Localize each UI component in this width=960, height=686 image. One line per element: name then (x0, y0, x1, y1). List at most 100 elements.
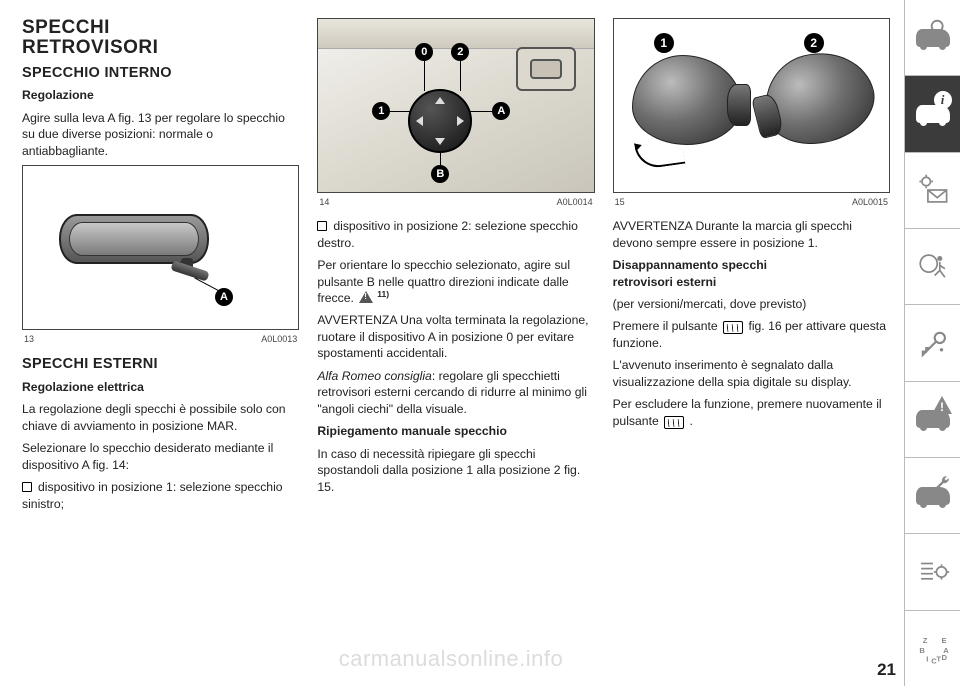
para-per-versioni: (per versioni/mercati, dove previsto) (613, 296, 890, 312)
info-car-icon: i (916, 105, 950, 123)
arrow-right-icon (457, 116, 464, 126)
manual-page: SPECCHI RETROVISORI SPECCHIO INTERNO Reg… (0, 0, 960, 686)
section-title: SPECCHI RETROVISORI (22, 18, 299, 58)
title-line1: SPECCHI (22, 17, 110, 38)
fig-code: A0L0013 (261, 333, 297, 345)
page-number: 21 (877, 660, 896, 680)
exterior-mirror-pos2 (754, 41, 883, 155)
subsection-specchi-esterni: SPECCHI ESTERNI (22, 355, 299, 375)
para-ripiegamento: In caso di necessità ripiegare gli specc… (317, 446, 594, 495)
escludere-a: Per escludere la funzione, premere nuova… (613, 397, 882, 427)
figure-14: 0 2 1 A B (317, 18, 594, 193)
callout-2: 2 (451, 43, 469, 61)
lead-1 (388, 111, 410, 112)
label-ripiegamento: Ripiegamento manuale specchio (317, 423, 594, 439)
checkbox-bullet-icon (317, 221, 327, 231)
defrost-icon (664, 416, 684, 429)
defrost-icon (723, 321, 743, 334)
mirror-knob (408, 89, 472, 153)
callout-B: B (431, 165, 449, 183)
label-regolazione-elettrica: Regolazione elettrica (22, 379, 299, 395)
svg-text:B: B (919, 646, 925, 655)
escludere-b: . (690, 414, 693, 428)
key-start-icon (916, 326, 950, 360)
tab-index[interactable]: ZE BA ICTD (905, 611, 960, 686)
callout-0: 0 (415, 43, 433, 61)
para-alfa-tip: Alfa Romeo consiglia: regolare gli specc… (317, 368, 594, 417)
tab-maintenance[interactable] (905, 458, 960, 534)
index-icon: ZE BA ICTD (916, 631, 950, 665)
figure-13: A (22, 165, 299, 330)
title-line2: RETROVISORI (22, 37, 158, 58)
tab-safety[interactable] (905, 229, 960, 305)
dis-line2: retrovisori esterni (613, 275, 717, 289)
column-2: 0 2 1 A B 14 A0L0014 dispositivo in posi… (317, 18, 594, 676)
dis-line1: Disappannamento specchi (613, 258, 767, 272)
tab-tech-data[interactable] (905, 534, 960, 610)
aux-slot (516, 47, 576, 91)
callout-lead (194, 278, 219, 292)
alfa-tip-italic: Alfa Romeo consiglia (317, 369, 431, 383)
subsection-specchio-interno: SPECCHIO INTERNO (22, 64, 299, 84)
bullet-pos2: dispositivo in posizione 2: selezione sp… (317, 218, 594, 251)
checkbox-bullet-icon (22, 482, 32, 492)
arrow-down-icon (435, 138, 445, 145)
para-avvertenza-marcia: AVVERTENZA Durante la marcia gli specchi… (613, 218, 890, 251)
arrow-up-icon (435, 97, 445, 104)
para-orient-text: Per orientare lo specchio selezionato, a… (317, 258, 570, 305)
bullet-pos1-text: dispositivo in posizione 1: selezione sp… (22, 480, 283, 510)
para-premere: Premere il pulsante fig. 16 per attivare… (613, 318, 890, 351)
fig-num: 14 (319, 196, 329, 208)
figure-15: 1 2 (613, 18, 890, 193)
lead-0 (424, 59, 425, 91)
callout-A2: A (492, 102, 510, 120)
tab-climate[interactable] (905, 153, 960, 229)
bullet-pos2-text: dispositivo in posizione 2: selezione sp… (317, 219, 578, 249)
figure-14-caption: 14 A0L0014 (317, 196, 594, 208)
fold-arc-icon (634, 140, 685, 170)
label-disappannamento: Disappannamento specchi retrovisori este… (613, 257, 890, 290)
badge-2: 2 (804, 33, 824, 53)
warning-car-icon: ! (916, 410, 950, 428)
ref-11: 11) (377, 289, 389, 299)
svg-text:E: E (941, 636, 946, 645)
svg-text:I: I (926, 655, 928, 664)
climate-mail-icon (916, 173, 950, 207)
column-3: 1 2 15 A0L0015 AVVERTENZA Durante la mar… (613, 18, 890, 676)
badge-1: 1 (654, 33, 674, 53)
arrow-left-icon (416, 116, 423, 126)
fig-code: A0L0014 (557, 196, 593, 208)
tab-emergency[interactable]: ! (905, 382, 960, 458)
lead-A (470, 111, 494, 112)
para-inserimento: L'avvenuto inserimento è segnalato dalla… (613, 357, 890, 390)
fig-code: A0L0015 (852, 196, 888, 208)
callout-A: A (215, 288, 233, 306)
para-select-mirror: Selezionare lo specchio desiderato media… (22, 440, 299, 473)
para-orient: Per orientare lo specchio selezionato, a… (317, 257, 594, 306)
fig-num: 15 (615, 196, 625, 208)
column-1: SPECCHI RETROVISORI SPECCHIO INTERNO Reg… (22, 18, 299, 676)
bullet-pos1: dispositivo in posizione 1: selezione sp… (22, 479, 299, 512)
svg-text:Z: Z (922, 636, 927, 645)
svg-text:D: D (941, 653, 947, 662)
para-escludere: Per escludere la funzione, premere nuova… (613, 396, 890, 429)
tab-knowing-car[interactable]: i (905, 76, 960, 152)
figure-15-caption: 15 A0L0015 (613, 196, 890, 208)
exterior-mirror-pos1 (632, 55, 742, 145)
para-avvertenza-pos0: AVVERTENZA Una volta terminata la regola… (317, 312, 594, 361)
fig-num: 13 (24, 333, 34, 345)
airbag-icon (916, 250, 950, 284)
tab-search[interactable] (905, 0, 960, 76)
svg-text:!: ! (940, 400, 944, 414)
search-car-icon (916, 29, 950, 47)
section-tabs-sidebar: i ! ZE BA (904, 0, 960, 686)
interior-mirror-shape (59, 214, 209, 264)
para-interior-mirror: Agire sulla leva A fig. 13 per regolare … (22, 110, 299, 159)
tab-starting[interactable] (905, 305, 960, 381)
warning-triangle-icon (359, 291, 373, 303)
figure-13-caption: 13 A0L0013 (22, 333, 299, 345)
service-car-icon (916, 487, 950, 505)
label-regolazione: Regolazione (22, 87, 299, 103)
content-columns: SPECCHI RETROVISORI SPECCHIO INTERNO Reg… (0, 0, 904, 686)
specs-gear-icon (916, 555, 950, 589)
